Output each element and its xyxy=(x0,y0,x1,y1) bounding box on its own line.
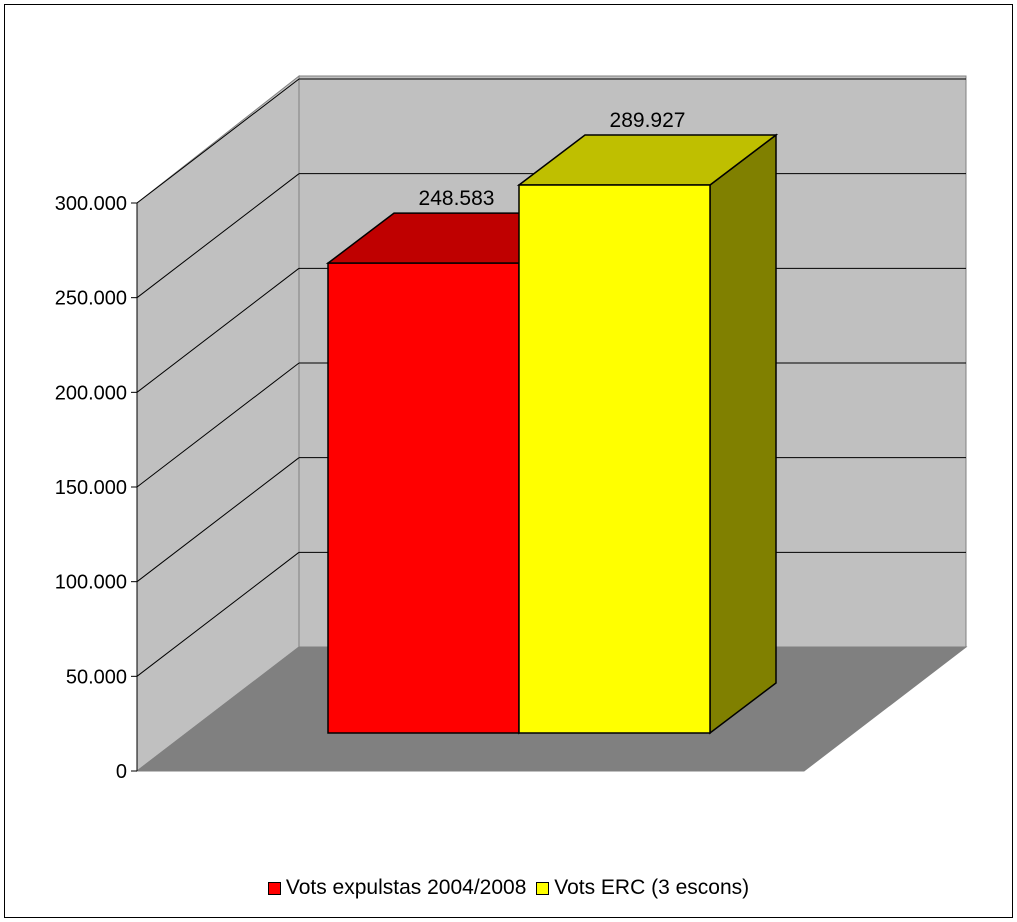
legend-item-0: Vots expulstas 2004/2008 xyxy=(267,876,527,900)
legend-swatch-1 xyxy=(536,881,550,895)
bars xyxy=(325,133,779,735)
y-tick-label: 100.000 xyxy=(55,572,127,594)
y-tick-label: 150.000 xyxy=(55,477,127,499)
legend-item-1: Vots ERC (3 escons) xyxy=(536,876,749,900)
gridline-side xyxy=(136,173,300,299)
bar-front-1 xyxy=(518,184,711,734)
legend-swatch-0 xyxy=(267,881,281,895)
bar-side-1 xyxy=(709,133,777,735)
y-tick-label: 0 xyxy=(116,761,127,783)
legend-label-1: Vots ERC (3 escons) xyxy=(554,876,750,899)
bar-front-0 xyxy=(327,262,520,734)
gridline-side xyxy=(136,362,300,488)
y-axis-ticks: 0 50.000 100.000 150.000 200.000 250.000 300.0… xyxy=(55,193,138,783)
y-tick-label: 300.000 xyxy=(55,193,127,215)
data-labels: 248.583 289.927 xyxy=(419,109,686,210)
legend-label-0: Vots expulstas 2004/2008 xyxy=(285,876,527,899)
legend: Vots expulstas 2004/2008 Vots ERC (3 esc… xyxy=(0,876,1017,901)
y-tick-label: 200.000 xyxy=(55,382,127,404)
gridline-side xyxy=(136,78,300,204)
data-label-1: 289.927 xyxy=(610,109,686,132)
y-tick-label: 250.000 xyxy=(55,288,127,310)
gridline-side xyxy=(136,551,300,677)
gridline-side xyxy=(136,457,300,583)
data-label-0: 248.583 xyxy=(419,187,495,210)
gridline-side xyxy=(136,267,300,393)
bar-1 xyxy=(516,133,779,735)
y-tick-label: 50.000 xyxy=(66,666,127,688)
